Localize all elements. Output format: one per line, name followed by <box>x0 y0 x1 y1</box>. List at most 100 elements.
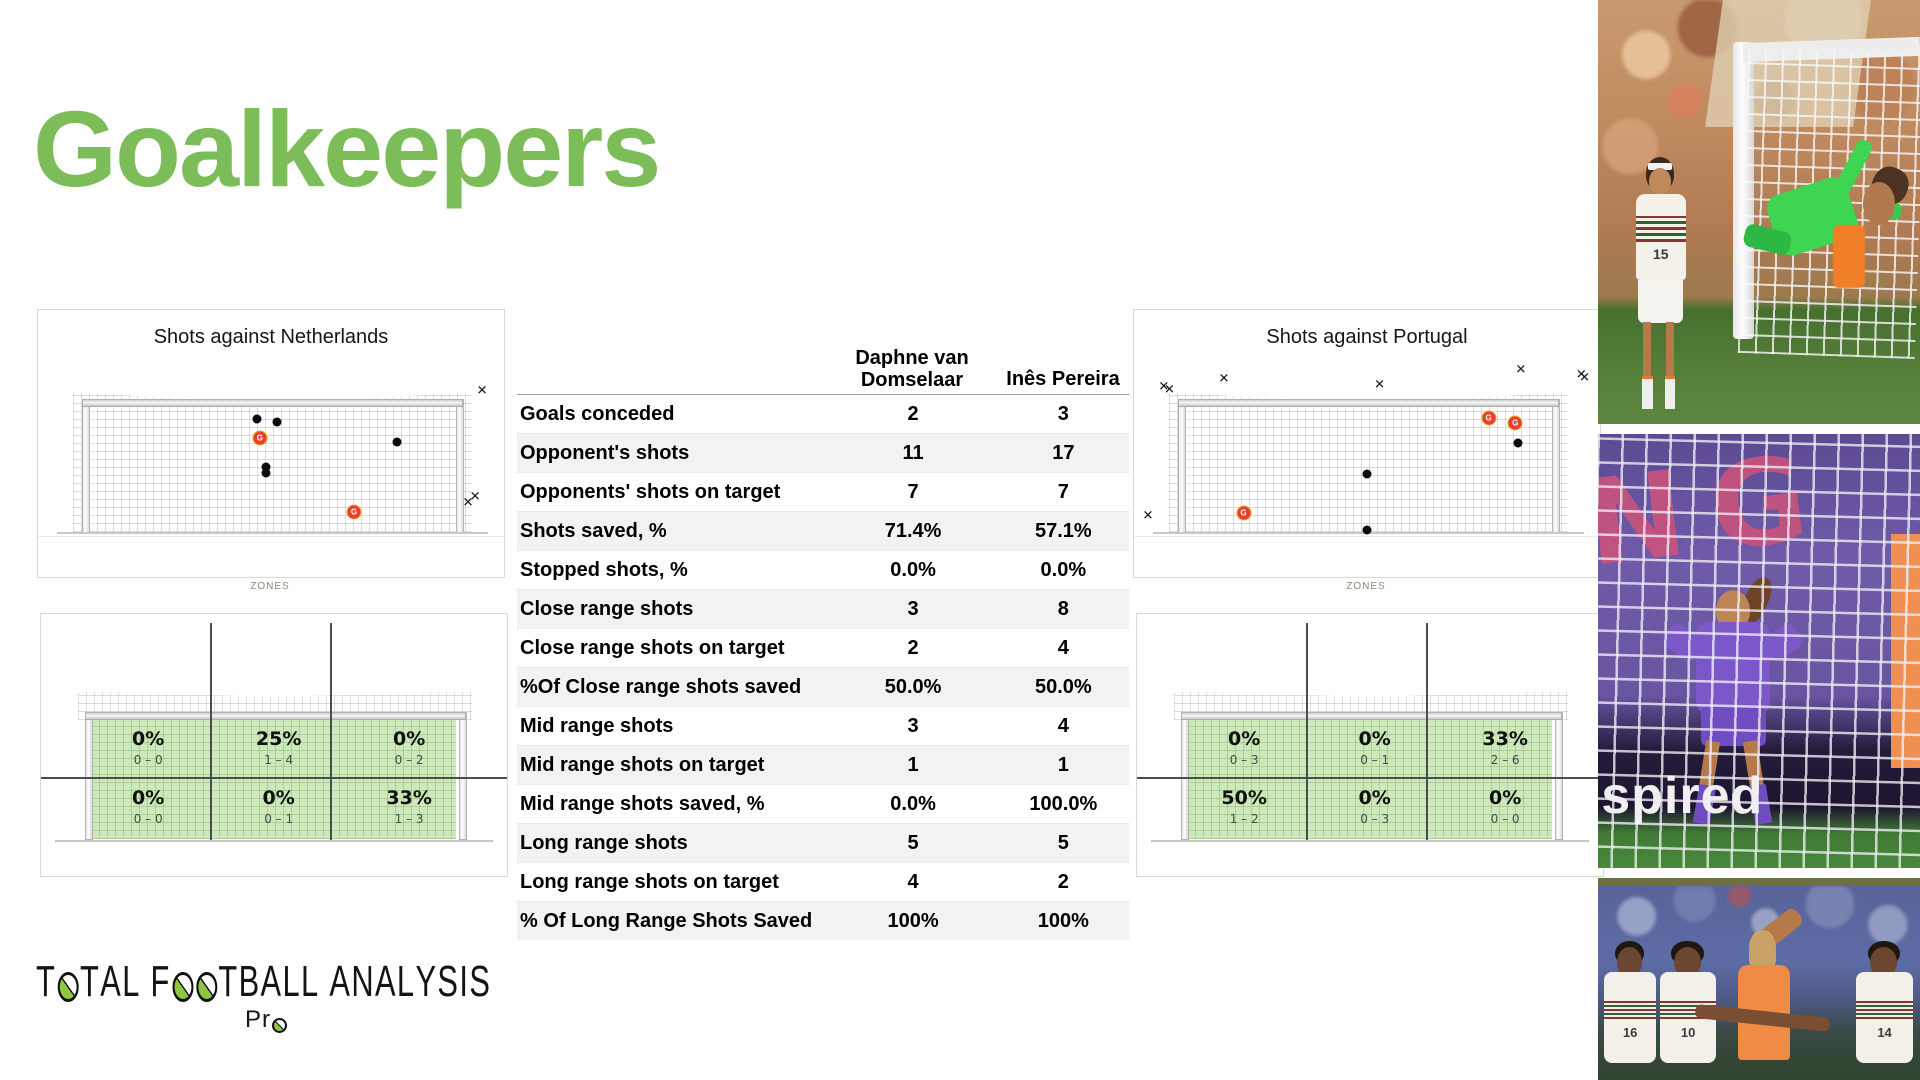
zone-save-percentage: 0% <box>1228 727 1261 750</box>
missed-shot-marker: ✕ <box>1218 371 1230 387</box>
zone-goals-shots: 0 – 0 <box>133 811 163 826</box>
table-row: %Of Close range shots saved 50.0% 50.0% <box>517 667 1129 706</box>
stat-label: Long range shots <box>520 831 688 854</box>
zone-cells-layer: 0% 0 – 3 0% 0 – 1 33% 2 – 6 50% 1 – 2 0% 0 – 3 0% 0… <box>1137 614 1603 876</box>
player-headband <box>1647 163 1673 170</box>
stat-value-daphne: 50.0% <box>884 675 942 698</box>
shirt-number: 10 <box>1680 1024 1696 1040</box>
stat-value-ines: 17 <box>1052 441 1075 464</box>
stat-value-ines: 7 <box>1057 480 1069 503</box>
goal-marker: G <box>346 504 362 520</box>
zone-goals-shots: 0 – 3 <box>1229 752 1259 767</box>
stat-value-ines: 100% <box>1037 909 1089 932</box>
column-header-ines: Inês Pereira <box>1006 368 1120 390</box>
zone-goals-shots: 1 – 3 <box>394 811 424 826</box>
zones-chart-netherlands: 0% 0 – 0 25% 1 – 4 0% 0 – 2 0% 0 – 0 0% 0 – 1 33% 1… <box>40 613 508 877</box>
zones-label: ZONES <box>250 581 290 592</box>
celebrating-player: 16 <box>1598 940 1662 1080</box>
stat-label: Stopped shots, % <box>520 558 688 581</box>
stats-table-rows: Goals conceded 2 3 Opponent's shots 11 17 Oppo… <box>517 395 1129 940</box>
logo-letter: l <box>301 957 320 1006</box>
stat-label: Long range shots on target <box>520 870 779 893</box>
zone-save-percentage: 0% <box>1358 727 1391 750</box>
stat-value-ines: 0.0% <box>1040 558 1087 581</box>
goalkeeper-stats-table: Daphne van Domselaar Inês Pereira Goals … <box>517 331 1129 940</box>
player-shirt: 16 <box>1604 972 1656 1063</box>
goal-line <box>56 532 488 535</box>
zone-save-percentage: 0% <box>132 786 165 809</box>
shirt-stripes <box>1635 216 1686 243</box>
zone-goals-shots: 0 – 3 <box>1360 811 1390 826</box>
stat-label: % Of Long Range Shots Saved <box>520 909 813 932</box>
shot-map-title: Shots against Netherlands <box>153 326 389 348</box>
player-shorts <box>1638 280 1684 324</box>
goal-net-foreground <box>1598 434 1920 868</box>
shot-markers-layer: G G ✕ ✕ ✕ <box>38 310 504 577</box>
table-row: Mid range shots saved, % 0.0% 100.0% <box>517 784 1129 823</box>
goal-marker: G <box>1481 410 1497 426</box>
stat-value-ines: 100.0% <box>1029 792 1098 815</box>
stat-value-daphne: 1 <box>907 753 919 776</box>
zone-save-percentage: 0% <box>262 786 295 809</box>
missed-shot-marker: ✕ <box>462 495 474 511</box>
shot-on-target-marker <box>392 437 402 447</box>
goal-crossbar <box>1180 712 1563 721</box>
logo-word: Ftball <box>151 960 320 1004</box>
goalkeeper-green-diving <box>1742 138 1913 288</box>
zone-goals-shots: 0 – 2 <box>394 752 424 767</box>
missed-shot-marker: ✕ <box>1575 367 1587 383</box>
goalkeeper-head <box>1862 181 1896 225</box>
zone-cell: 0% 0 – 0 <box>97 787 200 826</box>
stat-value-daphne: 3 <box>907 714 919 737</box>
football-icon <box>57 972 79 1002</box>
stat-label: Mid range shots on target <box>520 753 765 776</box>
zone-save-percentage: 0% <box>1358 786 1391 809</box>
missed-shot-marker: ✕ <box>469 489 481 505</box>
stat-value-daphne: 0.0% <box>890 792 936 815</box>
zone-cell: 25% 1 – 4 <box>227 728 330 767</box>
missed-shot-marker: ✕ <box>1515 362 1527 378</box>
zone-cell: 0% 0 – 3 <box>1323 787 1426 826</box>
player-leg <box>1643 322 1652 386</box>
celebrating-player: 14 <box>1849 940 1920 1080</box>
logo-letter: F <box>150 957 171 1006</box>
table-row: Mid range shots on target 1 1 <box>517 745 1129 784</box>
goal-marker: G <box>1507 415 1523 431</box>
goal-marker: G <box>1236 505 1251 521</box>
table-row: Stopped shots, % 0.0% 0.0% <box>517 550 1129 589</box>
logo-letter: y <box>415 957 438 1006</box>
total-football-analysis-logo: TtalFtballAnalysis Pr <box>36 957 490 1034</box>
stat-label: Goals conceded <box>520 402 675 425</box>
goal-crossbar <box>1177 399 1560 408</box>
stat-value-ines: 1 <box>1057 753 1069 776</box>
stat-value-daphne: 11 <box>902 441 924 464</box>
zone-divider-horizontal <box>41 777 507 780</box>
logo-letter: A <box>329 957 352 1006</box>
missed-shot-marker: ✕ <box>1374 377 1386 393</box>
table-row: Close range shots 3 8 <box>517 589 1129 628</box>
logo-letter: t <box>218 957 239 1006</box>
stat-label: %Of Close range shots saved <box>520 675 802 698</box>
player-face <box>1649 168 1672 196</box>
stat-value-daphne: 7 <box>907 480 919 503</box>
table-row: Shots saved, % 71.4% 57.1% <box>517 511 1129 550</box>
logo-letter: b <box>238 957 261 1006</box>
shirt-number: 15 <box>1652 245 1669 262</box>
zone-goals-shots: 0 – 0 <box>1490 811 1520 826</box>
player-leg <box>1665 322 1674 386</box>
shot-markers-layer: ✕ ✕ ✕ ✕ ✕ ✕ ✕ ✕ G G G <box>1134 310 1600 577</box>
stat-value-ines: 57.1% <box>1034 519 1092 542</box>
stat-label: Mid range shots <box>520 714 674 737</box>
logo-letter: r <box>262 1006 271 1033</box>
zone-cell: 50% 1 – 2 <box>1193 787 1296 826</box>
zone-save-percentage: 0% <box>393 727 426 750</box>
logo-letter: t <box>80 957 101 1006</box>
zone-divider-horizontal <box>1137 777 1603 780</box>
table-row: Long range shots 5 5 <box>517 823 1129 862</box>
shot-map-portugal: Shots against Portugal ✕ ✕ ✕ ✕ ✕ ✕ ✕ ✕ G G G <box>1133 309 1601 578</box>
zone-cell: 0% 0 – 3 <box>1193 728 1296 767</box>
zone-cell: 0% 0 – 0 <box>1454 787 1557 826</box>
shirt-number: 14 <box>1877 1024 1892 1040</box>
ground-line <box>1134 536 1600 538</box>
